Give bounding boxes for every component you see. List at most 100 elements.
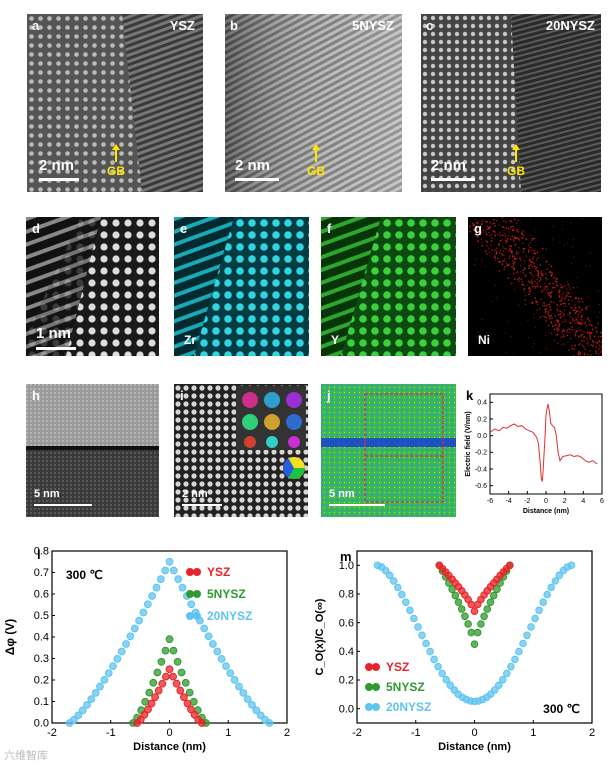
ni-signal-dot [501,234,504,237]
ni-signal-dot [529,242,532,244]
ni-signal-dot [549,315,551,318]
data-point [173,657,182,666]
ni-signal-dot [498,252,501,254]
haadf-5nysz [225,14,402,192]
ni-noise-dot [514,288,516,290]
ni-signal-dot [559,294,561,296]
ni-signal-dot [523,288,525,291]
ni-noise-dot [481,257,483,259]
ni-signal-dot [508,257,510,259]
ni-signal-dot [547,313,549,315]
ni-noise-dot [481,259,483,261]
ni-signal-dot [529,272,531,274]
ni-noise-dot [476,336,478,338]
ni-signal-dot [508,231,510,233]
ni-signal-dot [555,277,557,280]
ni-signal-dot [512,255,514,258]
ni-signal-dot [488,227,491,229]
ni-signal-dot [486,253,488,255]
haadf-interface [26,384,159,517]
data-point [200,624,209,633]
plot-frame [489,393,603,495]
concentration-chart: -2 -1 0 1 2 0.0 0.2 0.4 0.6 0.8 1.0 Distance (nm) C_… [314,550,595,753]
ni-signal-dot [495,252,498,254]
data-point [135,616,144,625]
y-tick-label: 0.0 [34,718,49,730]
ni-signal-dot [574,333,577,336]
data-point [389,577,398,585]
ni-signal-dot [498,242,500,245]
ni-noise-dot [524,291,526,293]
ni-signal-dot [499,234,501,236]
ni-signal-dot [514,237,517,240]
ni-signal-dot [529,259,531,261]
ni-signal-dot [476,229,478,231]
ni-noise-dot [558,327,560,329]
ni-signal-dot [561,331,563,333]
ni-signal-dot [547,288,549,290]
ni-signal-dot [502,260,504,262]
ni-noise-dot [570,222,572,224]
data-point [531,614,539,623]
ni-signal-dot [597,348,600,351]
ni-signal-dot [550,308,552,311]
ni-signal-dot [531,237,534,240]
ni-signal-dot [557,319,559,321]
scale-bar-label: 2 nm [182,488,208,500]
ni-signal-dot [571,299,573,302]
data-point [477,620,485,628]
ni-signal-dot [569,322,571,324]
ni-signal-dot [536,266,538,269]
ni-signal-dot [540,270,542,272]
ni-signal-dot [600,351,602,353]
ni-signal-dot [541,290,543,292]
ni-noise-dot [566,280,568,282]
ni-signal-dot [579,343,581,345]
y-tick-label: 0.5 [34,610,49,622]
ni-signal-dot [562,336,564,338]
ni-signal-dot [501,263,503,266]
ni-signal-dot [581,315,583,317]
ni-signal-dot [574,329,576,332]
ni-signal-dot [486,225,489,227]
ni-signal-dot [488,247,490,250]
ni-signal-dot [571,345,573,347]
ni-signal-dot [578,344,580,346]
ni-noise-dot [481,319,483,321]
ni-noise-dot [493,340,494,342]
data-point [448,585,456,594]
ni-signal-dot [590,354,592,356]
ni-signal-dot [540,277,542,279]
ni-signal-dot [520,231,523,234]
ni-signal-dot [505,239,507,242]
ni-signal-dot [476,221,479,223]
panel-g-letter: g [474,221,482,236]
ni-signal-dot [516,229,518,231]
data-point [493,585,501,594]
ni-signal-dot [578,322,580,324]
ni-signal-dot [582,301,584,303]
ni-signal-dot [549,292,552,294]
ni-noise-dot [545,261,547,263]
ni-signal-dot [548,292,550,294]
legend-marker [193,568,201,576]
panel-h-image: h 5 nm [26,384,159,517]
field-line [489,403,598,482]
ni-signal-dot [512,262,515,264]
ni-signal-dot [498,270,501,272]
ni-signal-dot [481,222,483,224]
ni-noise-dot [551,239,553,241]
ni-signal-dot [524,274,526,276]
y-axis-label: C_O(x)/C_O(∞) [314,598,326,675]
ni-signal-dot [515,271,518,274]
ni-signal-dot [510,250,513,252]
ni-noise-dot [562,291,564,293]
ni-noise-dot [491,300,493,302]
ni-signal-dot [534,285,537,288]
ni-signal-dot [536,303,539,305]
ni-signal-dot [522,248,525,250]
data-point [410,614,418,623]
y-tick-label: 0.4 [34,632,49,644]
ni-signal-dot [530,280,532,282]
ni-noise-dot [582,218,583,220]
